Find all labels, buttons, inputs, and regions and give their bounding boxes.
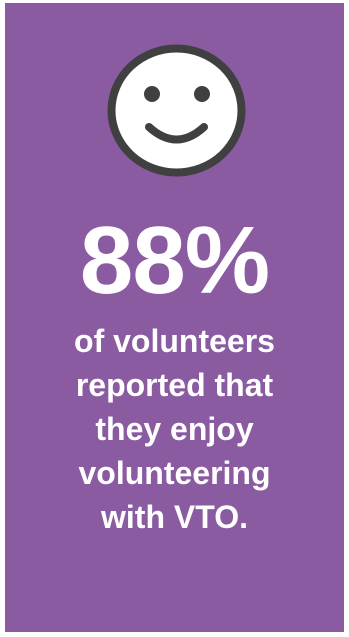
infographic-card: 88% of volunteers reported that they enj… bbox=[5, 3, 344, 632]
smiley-face-icon bbox=[107, 44, 246, 177]
caption-line: volunteering bbox=[78, 455, 271, 491]
caption-line: they enjoy bbox=[95, 411, 254, 447]
caption-line: of volunteers bbox=[74, 323, 275, 359]
statistic-caption: of volunteers reported that they enjoy v… bbox=[5, 319, 344, 539]
statistic-value: 88% bbox=[79, 207, 270, 314]
caption-line: with VTO. bbox=[101, 499, 248, 535]
caption-line: reported that bbox=[75, 367, 274, 403]
